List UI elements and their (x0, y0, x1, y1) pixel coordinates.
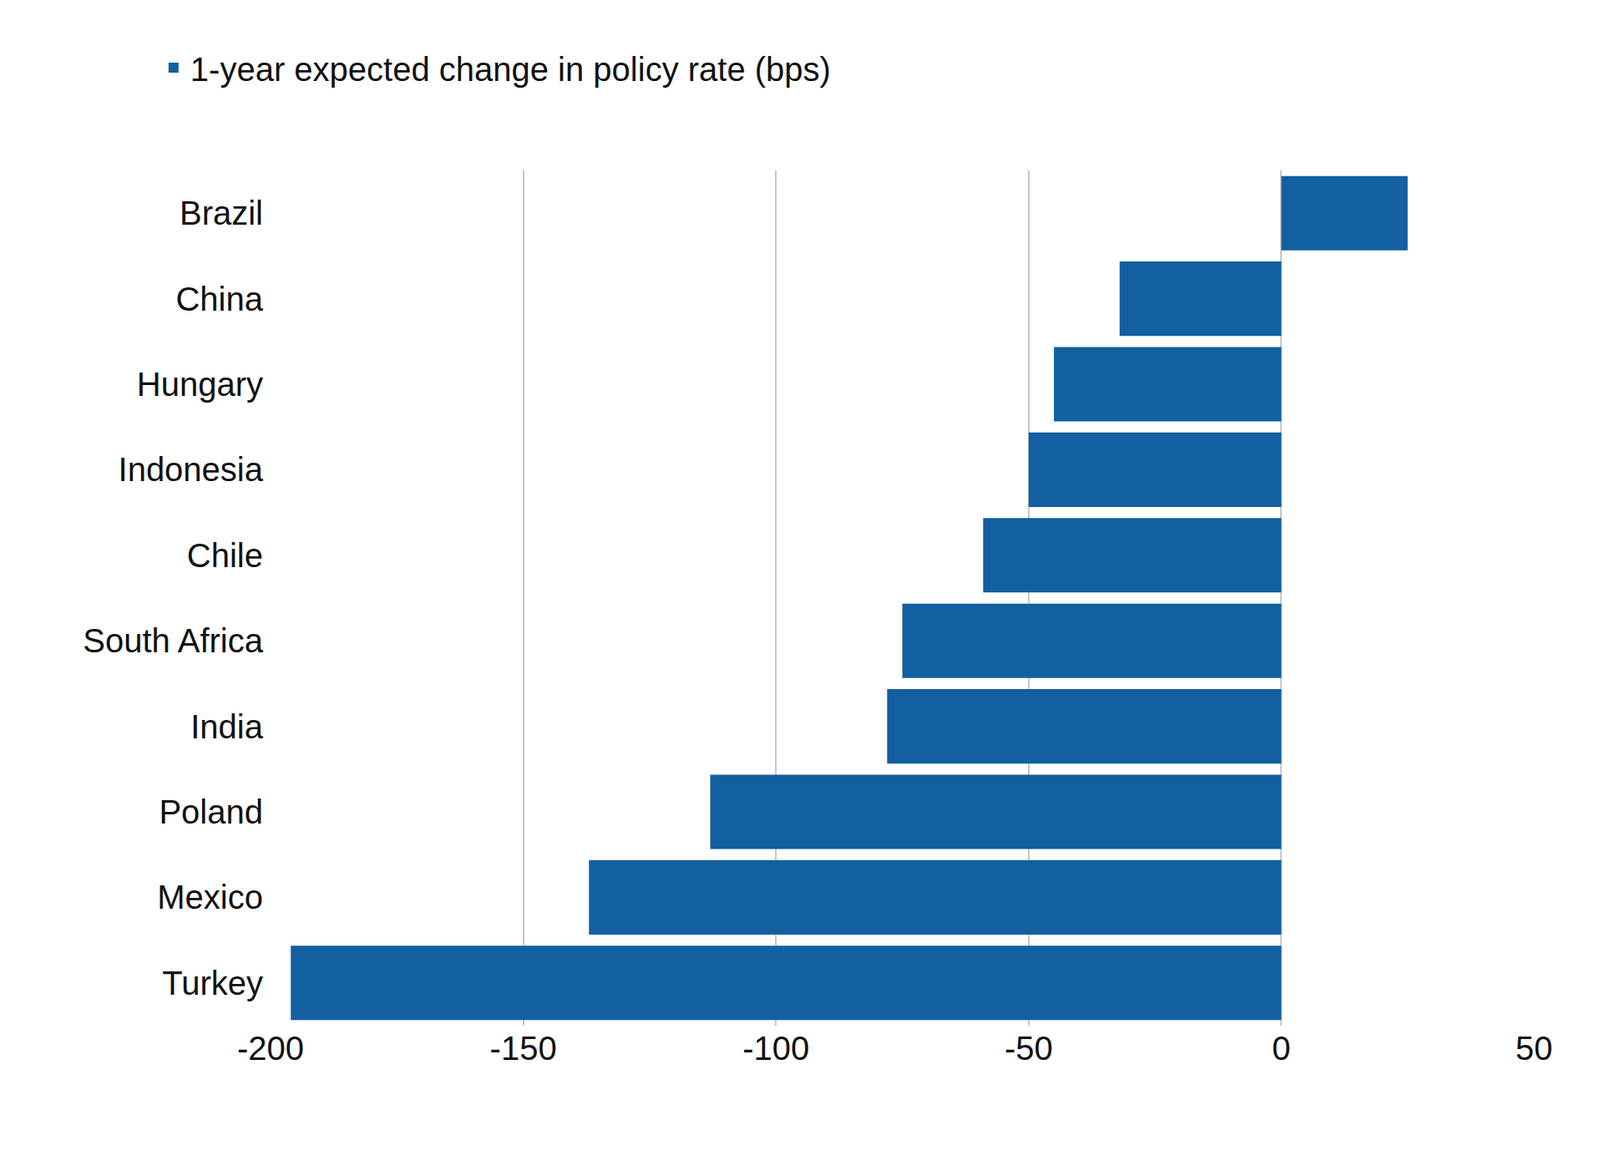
svg-text:Poland: Poland (158, 793, 264, 831)
svg-text:Brazil: Brazil (179, 194, 264, 232)
svg-text:50: 50 (1515, 1029, 1554, 1067)
svg-text:Chile: Chile (187, 536, 264, 574)
svg-text:China: China (175, 280, 264, 318)
svg-text:1-year expected change in poli: 1-year expected change in policy rate (b… (190, 50, 831, 88)
svg-text:Turkey: Turkey (162, 964, 264, 1002)
svg-text:Hungary: Hungary (136, 365, 264, 403)
svg-text:-150: -150 (490, 1029, 557, 1067)
svg-text:Mexico: Mexico (156, 878, 264, 916)
svg-text:-200: -200 (237, 1029, 304, 1067)
svg-text:-50: -50 (1004, 1029, 1054, 1067)
svg-text:South Africa: South Africa (82, 622, 264, 659)
svg-text:0: 0 (1271, 1029, 1291, 1067)
svg-text:Indonesia: Indonesia (118, 450, 264, 488)
svg-text:-100: -100 (742, 1029, 810, 1067)
svg-text:India: India (190, 708, 264, 745)
